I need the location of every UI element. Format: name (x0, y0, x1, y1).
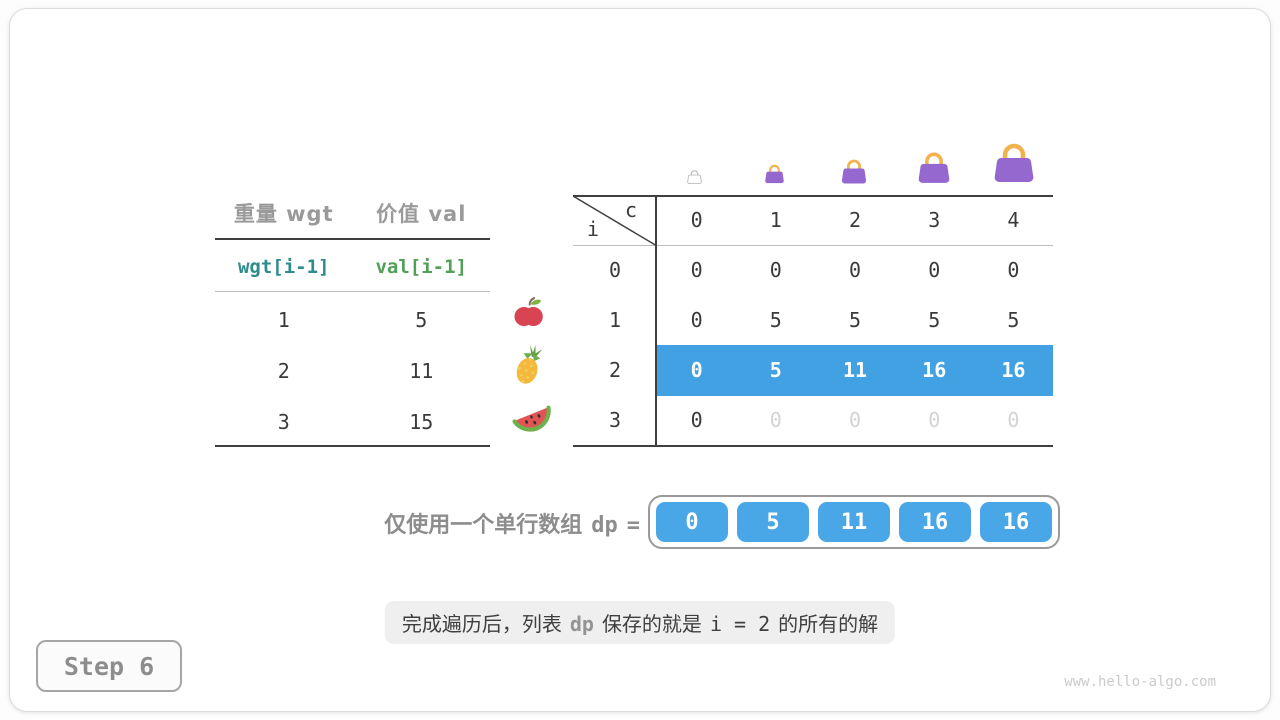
cell-1-2: 5 (848, 308, 862, 332)
items-table-top-rule (215, 238, 490, 240)
dp-row-3-cells: 0 0 0 0 0 (657, 395, 1053, 446)
items-header-value: 价值 val (376, 202, 467, 226)
figure-card (9, 8, 1271, 712)
cell-0-4: 0 (1007, 258, 1020, 282)
col-header-3: 3 (928, 208, 941, 232)
cell-2-2: 11 (842, 358, 868, 382)
cell-0-2: 0 (848, 258, 862, 282)
watermelon-icon (512, 405, 551, 432)
col-header-0: 0 (690, 208, 703, 232)
cell-3-1: 0 (769, 408, 782, 432)
row-label-1: 1 (608, 308, 622, 332)
dp-row-1-cells: 0 5 5 5 5 (657, 295, 1053, 346)
dp-table-header-rule (573, 245, 1053, 246)
item-1-value: 5 (415, 308, 428, 332)
dp-row-1: 1 0 5 5 5 5 (573, 295, 1053, 346)
item-2-value: 11 (409, 359, 434, 383)
dp-table-top-rule (573, 195, 1053, 197)
dp-code-token: dp (591, 513, 618, 538)
cell-2-1: 5 (769, 358, 782, 382)
bag-empty-icon (687, 170, 702, 185)
items-table-index-row: wgt[i-1] val[i-1] (215, 256, 490, 278)
dp-row-0-cells: 0 0 0 0 0 (657, 245, 1053, 296)
cell-3-2: 0 (848, 408, 862, 432)
items-table-header: 重量 wgt 价值 val (215, 198, 490, 228)
dp-array-container: 0 5 11 16 16 (648, 495, 1060, 549)
dp-array-label-text: 仅使用一个单行数组 (384, 513, 583, 538)
dp-row-3: 3 0 0 0 0 0 (573, 395, 1053, 446)
caption-part3: 的所有的解 (778, 612, 879, 636)
dp-table-bottom-rule (573, 445, 1053, 447)
items-table-mid-rule (215, 291, 490, 292)
dp-column-headers: 0 1 2 3 4 (657, 195, 1053, 245)
cell-1-1: 5 (769, 308, 782, 332)
col-header-2: 2 (848, 208, 862, 232)
cell-3-3: 0 (928, 408, 941, 432)
cell-0-0: 0 (690, 258, 703, 282)
cell-1-4: 5 (1007, 308, 1020, 332)
row-label-0: 0 (608, 258, 622, 282)
dp-array-label: 仅使用一个单行数组 dp = (0, 507, 640, 539)
col-header-4: 4 (1007, 208, 1020, 232)
cell-0-1: 0 (769, 258, 782, 282)
cell-2-4: 16 (1001, 358, 1026, 382)
dp-row-2-highlighted: 2 0 5 11 16 16 (573, 345, 1053, 396)
cell-2-3: 16 (922, 358, 947, 382)
step-badge: Step 6 (36, 640, 182, 692)
dp-array-value-0: 0 (656, 502, 728, 542)
dp-row-2-cells: 0 5 11 16 16 (657, 345, 1053, 396)
corner-index-label: i (587, 217, 600, 241)
bag-xlarge-icon (994, 143, 1034, 183)
dp-array-value-1: 5 (737, 502, 809, 542)
apple-icon (514, 297, 543, 327)
caption-part1: 完成遍历后，列表 (401, 612, 562, 636)
dp-array-value-3: 16 (899, 502, 971, 542)
cell-1-0: 0 (690, 308, 703, 332)
wgt-index-label: wgt[i-1] (237, 256, 330, 278)
caption-dp-token: dp (569, 612, 594, 636)
caption-banner: 完成遍历后，列表 dp 保存的就是 i = 2 的所有的解 (384, 601, 896, 644)
dp-array-value-4: 16 (980, 502, 1052, 542)
item-row-2: 2 11 (215, 359, 490, 383)
cell-3-0: 0 (690, 408, 703, 432)
equals-sign: = (626, 513, 640, 538)
row-label-2: 2 (608, 358, 622, 382)
pineapple-icon (516, 345, 543, 384)
item-3-value: 15 (409, 410, 434, 434)
cell-3-4: 0 (1007, 408, 1020, 432)
dp-table: c i 0 1 2 3 4 0 0 0 0 0 0 1 0 5 5 5 5 2 … (573, 195, 1053, 447)
cell-0-3: 0 (928, 258, 941, 282)
corner-capacity-label: c (625, 198, 638, 222)
cell-2-0: 0 (690, 358, 703, 382)
item-3-weight: 3 (277, 410, 290, 434)
caption-i-equals-2-token: i = 2 (709, 612, 771, 636)
bag-medium-icon (841, 159, 867, 184)
dp-table-vertical-rule (655, 195, 657, 447)
item-2-weight: 2 (277, 359, 290, 383)
val-index-label: val[i-1] (375, 256, 467, 278)
item-1-weight: 1 (277, 308, 290, 332)
items-table-bottom-rule (215, 445, 490, 447)
items-header-weight: 重量 wgt (233, 202, 334, 226)
row-label-3: 3 (608, 408, 622, 432)
bag-large-icon (918, 152, 950, 183)
dp-row-0: 0 0 0 0 0 0 (573, 245, 1053, 296)
site-url: www.hello-algo.com (1064, 674, 1216, 690)
cell-1-3: 5 (928, 308, 941, 332)
col-header-1: 1 (769, 208, 782, 232)
dp-array-value-2: 11 (818, 502, 890, 542)
bag-small-icon (765, 164, 784, 184)
caption-part2: 保存的就是 (601, 612, 702, 636)
corner-diagonal-line (573, 195, 657, 246)
item-row-3: 3 15 (215, 410, 490, 434)
item-row-1: 1 5 (215, 308, 490, 332)
